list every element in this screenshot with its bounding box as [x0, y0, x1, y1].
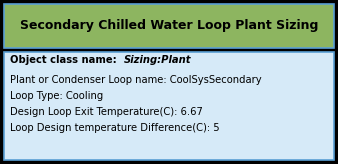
Text: Object class name:: Object class name: — [10, 55, 124, 65]
Text: Plant or Condenser Loop name: CoolSysSecondary: Plant or Condenser Loop name: CoolSysSec… — [10, 75, 262, 85]
Text: Loop Design temperature Difference(C): 5: Loop Design temperature Difference(C): 5 — [10, 123, 220, 133]
Bar — [4, 4, 334, 48]
Text: Sizing:Plant: Sizing:Plant — [124, 55, 191, 65]
Text: Design Loop Exit Temperature(C): 6.67: Design Loop Exit Temperature(C): 6.67 — [10, 107, 203, 117]
Bar — [4, 52, 334, 160]
Text: Secondary Chilled Water Loop Plant Sizing: Secondary Chilled Water Loop Plant Sizin… — [20, 20, 318, 32]
Text: Loop Type: Cooling: Loop Type: Cooling — [10, 91, 103, 101]
